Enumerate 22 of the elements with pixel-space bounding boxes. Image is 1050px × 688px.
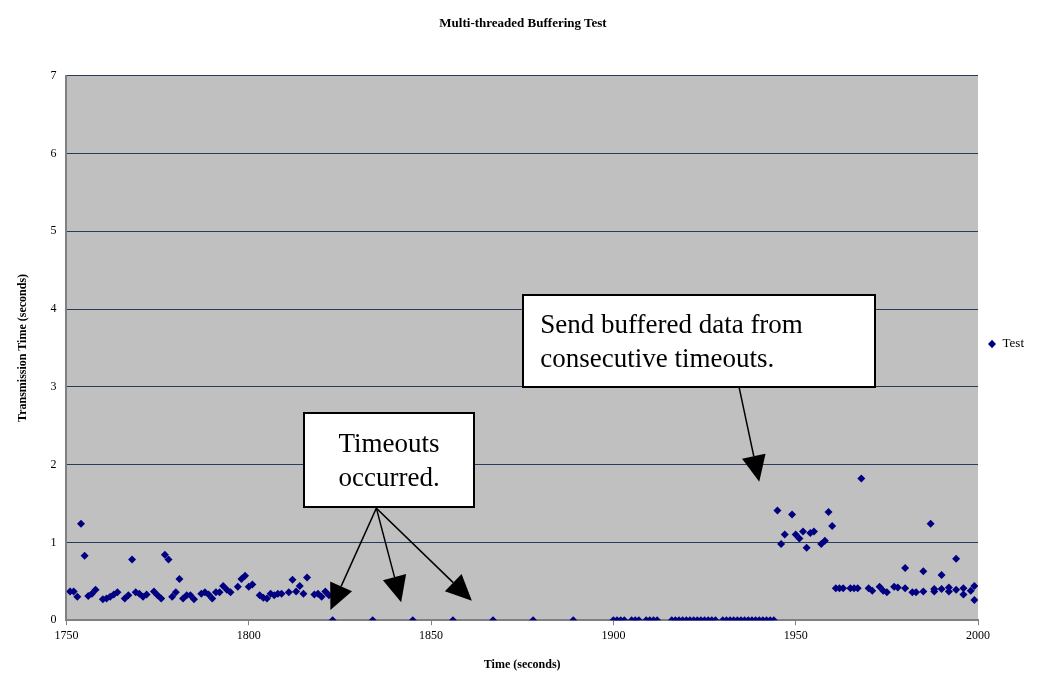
x-tick-label: 2000 — [966, 627, 991, 642]
y-tick-label: 3 — [50, 378, 57, 393]
annotation: Send buffered data from consecutive timeouts. — [540, 307, 804, 375]
annotation: Timeouts occurred. — [337, 427, 441, 495]
x-tick-label: 1950 — [783, 627, 808, 642]
x-tick-label: 1800 — [236, 627, 261, 642]
y-tick-label: 0 — [50, 612, 57, 627]
y-axis-title: Transmission Time (seconds) — [15, 273, 30, 422]
x-tick-label: 1750 — [54, 627, 79, 642]
callout-box: Timeouts occurred. — [303, 412, 475, 509]
y-tick-label: 2 — [50, 456, 57, 471]
y-tick-label: 1 — [50, 534, 57, 549]
x-tick-label: 1900 — [601, 627, 626, 642]
y-tick-label: 4 — [50, 301, 57, 316]
chart-title: Multi-threaded Buffering Test — [439, 15, 608, 31]
x-tick-label: 1850 — [419, 627, 444, 642]
y-tick-label: 5 — [50, 223, 57, 238]
callout-box: Send buffered data from consecutive timeouts. — [522, 294, 876, 388]
legend-label: Test — [1002, 335, 1025, 351]
y-tick-label: 6 — [50, 145, 57, 160]
y-tick-label: 7 — [50, 67, 57, 82]
x-axis-title: Time (seconds) — [483, 656, 561, 671]
